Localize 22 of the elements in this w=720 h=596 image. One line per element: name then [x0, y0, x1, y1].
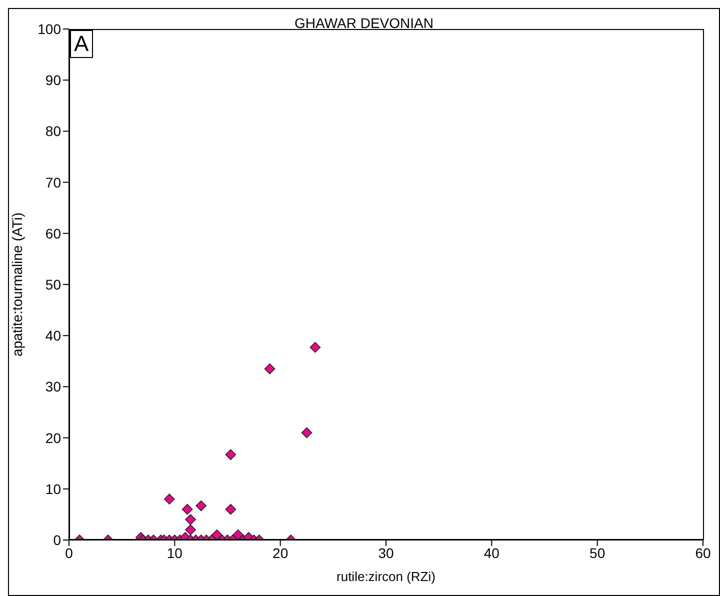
y-tick-label: 40 [45, 328, 62, 344]
x-tick-label: 20 [272, 544, 288, 561]
y-tick-label: 60 [45, 225, 62, 242]
y-tick-label: 30 [45, 378, 62, 395]
x-tick-label: 60 [695, 544, 711, 561]
y-tick-label: 0 [53, 532, 62, 548]
x-tick-label: 50 [590, 544, 606, 561]
y-tick-label: 20 [45, 430, 62, 446]
y-tick-label: 70 [45, 174, 62, 190]
x-tick-label: 40 [484, 544, 500, 561]
y-tick-label: 80 [45, 123, 62, 140]
x-tick-label: 30 [378, 544, 394, 561]
y-axis-title: apatite:tourmaline (ATi) [8, 212, 25, 356]
x-axis-title: rutile:zircon (RZi) [336, 569, 436, 584]
annotation: A [70, 30, 93, 58]
y-tick-label: 50 [45, 276, 62, 292]
chart-title: GHAWAR DEVONIAN [294, 15, 434, 31]
x-tick-label: 0 [65, 544, 74, 561]
y-tick-label: 10 [45, 480, 62, 497]
x-tick-label: 10 [166, 544, 183, 561]
y-tick-label: 100 [38, 20, 62, 37]
y-tick-label: 90 [45, 72, 62, 88]
